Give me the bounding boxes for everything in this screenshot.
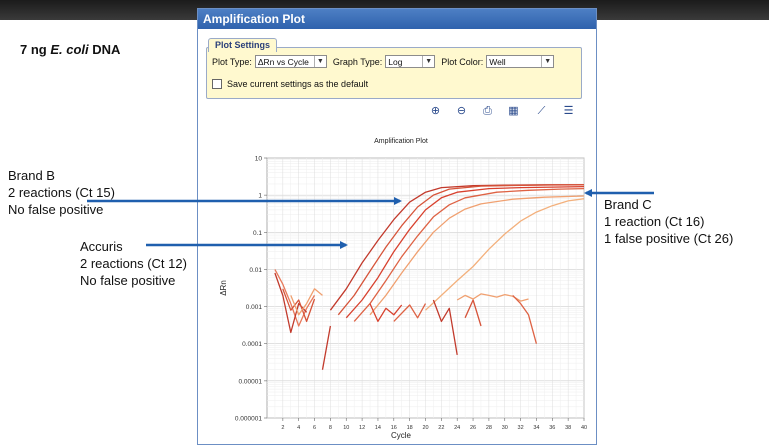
window-title: Amplification Plot xyxy=(198,9,596,29)
annotation-line: 1 false positive (Ct 26) xyxy=(604,231,734,246)
series-line xyxy=(282,288,316,323)
series-line xyxy=(393,303,427,322)
x-tick-label: 38 xyxy=(565,425,571,431)
x-tick-label: 36 xyxy=(549,425,555,431)
annotation-brand-c: Brand C 1 reaction (Ct 16) 1 false posit… xyxy=(604,196,733,247)
series-line xyxy=(321,325,332,370)
chart-series xyxy=(274,184,585,370)
chevron-down-icon: ▼ xyxy=(313,56,326,67)
x-tick-label: 30 xyxy=(502,425,508,431)
series-line xyxy=(432,299,458,356)
y-tick-label: 1 xyxy=(258,193,262,200)
annotation-brand-b: Brand B 2 reactions (Ct 15) No false pos… xyxy=(8,167,115,218)
series-line xyxy=(290,288,323,316)
series-line xyxy=(512,294,538,344)
x-tick-label: 10 xyxy=(343,425,349,431)
series-line xyxy=(337,184,585,316)
x-tick-label: 2 xyxy=(281,425,284,431)
save-default-row: Save current settings as the default xyxy=(212,79,368,89)
series-line xyxy=(369,303,403,323)
plot-settings-row: Plot Type: ΔRn vs Cycle ▼ Graph Type: Lo… xyxy=(212,55,555,68)
graph-type-select[interactable]: Log ▼ xyxy=(385,55,436,68)
save-default-checkbox[interactable] xyxy=(212,79,222,89)
x-tick-label: 32 xyxy=(518,425,524,431)
y-axis-label: ΔRn xyxy=(219,280,228,296)
x-axis: 2 4 6 8 10 12 14 16 18 20 22 24 26 28 30 32 34 36 38 40 xyxy=(281,418,587,431)
print-icon[interactable]: ⎙ xyxy=(483,105,492,117)
plot-settings-tab[interactable]: Plot Settings xyxy=(208,38,278,52)
legend-icon[interactable]: ☰ xyxy=(563,105,574,117)
annotation-line: Accuris xyxy=(80,239,123,254)
x-tick-label: 12 xyxy=(359,425,365,431)
plot-type-value: ΔRn vs Cycle xyxy=(257,56,309,67)
x-tick-label: 24 xyxy=(454,425,460,431)
series-line xyxy=(464,299,482,327)
graph-type-value: Log xyxy=(388,56,403,67)
series-line xyxy=(274,269,316,327)
y-tick-label: 0.1 xyxy=(253,230,262,237)
x-tick-label: 20 xyxy=(422,425,428,431)
chevron-down-icon: ▼ xyxy=(422,56,434,67)
x-tick-label: 22 xyxy=(438,425,444,431)
x-axis-label: Cycle xyxy=(391,431,412,440)
annotation-accuris: Accuris 2 reactions (Ct 12) No false pos… xyxy=(80,238,187,289)
series-line xyxy=(345,185,585,319)
plot-color-select[interactable]: Well ▼ xyxy=(486,55,555,68)
y-tick-label: 0.00001 xyxy=(239,378,263,385)
series-line xyxy=(353,187,585,322)
chart-grid xyxy=(267,157,585,419)
amplification-chart: Amplification Plot 10 1 0.1 0.01 0.001 0.0001… xyxy=(219,138,587,440)
amplification-plot-window: Amplification Plot Plot Settings Plot Ty… xyxy=(197,8,597,445)
zoom-in-icon[interactable]: ⊕ xyxy=(430,105,441,117)
y-tick-label: 0.01 xyxy=(249,267,262,274)
plot-settings-panel: Plot Type: ΔRn vs Cycle ▼ Graph Type: Lo… xyxy=(206,47,582,99)
plot-type-label: Plot Type: xyxy=(212,56,252,67)
x-tick-label: 18 xyxy=(407,425,413,431)
x-tick-label: 26 xyxy=(470,425,476,431)
y-tick-label: 0.001 xyxy=(246,304,263,311)
annotation-line: Brand B xyxy=(8,168,55,183)
graph-type-label: Graph Type: xyxy=(332,56,383,67)
slide-title: 7 ng E. coli DNA xyxy=(20,42,121,57)
annotation-line: No false positive xyxy=(8,202,104,217)
save-default-label: Save current settings as the default xyxy=(227,79,369,89)
annotation-line: 2 reactions (Ct 15) xyxy=(8,185,115,200)
x-tick-label: 28 xyxy=(486,425,492,431)
x-tick-label: 6 xyxy=(313,425,316,431)
x-tick-label: 40 xyxy=(581,425,587,431)
y-tick-label: 10 xyxy=(255,156,263,163)
plot-color-label: Plot Color: xyxy=(441,56,484,67)
y-tick-label: 0.000001 xyxy=(235,416,262,423)
x-tick-label: 14 xyxy=(375,425,381,431)
plot-type-select[interactable]: ΔRn vs Cycle ▼ xyxy=(254,55,327,68)
x-tick-label: 16 xyxy=(391,425,397,431)
annotation-line: 2 reactions (Ct 12) xyxy=(80,256,187,271)
chart-title: Amplification Plot xyxy=(374,138,428,145)
y-axis: 10 1 0.1 0.01 0.001 0.0001 0.00001 0.000001 xyxy=(235,156,267,423)
chevron-down-icon: ▼ xyxy=(541,56,553,67)
x-tick-label: 34 xyxy=(533,425,539,431)
series-line xyxy=(369,195,585,316)
export-icon[interactable]: ▦ xyxy=(508,105,519,117)
zoom-out-icon[interactable]: ⊖ xyxy=(456,105,467,117)
y-tick-label: 0.0001 xyxy=(242,341,262,348)
x-tick-label: 8 xyxy=(329,425,332,431)
annotation-line: No false positive xyxy=(80,273,176,288)
chart-icon[interactable]: ⟋ xyxy=(537,105,546,117)
series-line xyxy=(425,198,585,311)
annotation-line: Brand C xyxy=(604,197,652,212)
x-tick-label: 4 xyxy=(297,425,300,431)
annotation-line: 1 reaction (Ct 16) xyxy=(604,214,705,229)
plot-color-value: Well xyxy=(489,56,506,67)
